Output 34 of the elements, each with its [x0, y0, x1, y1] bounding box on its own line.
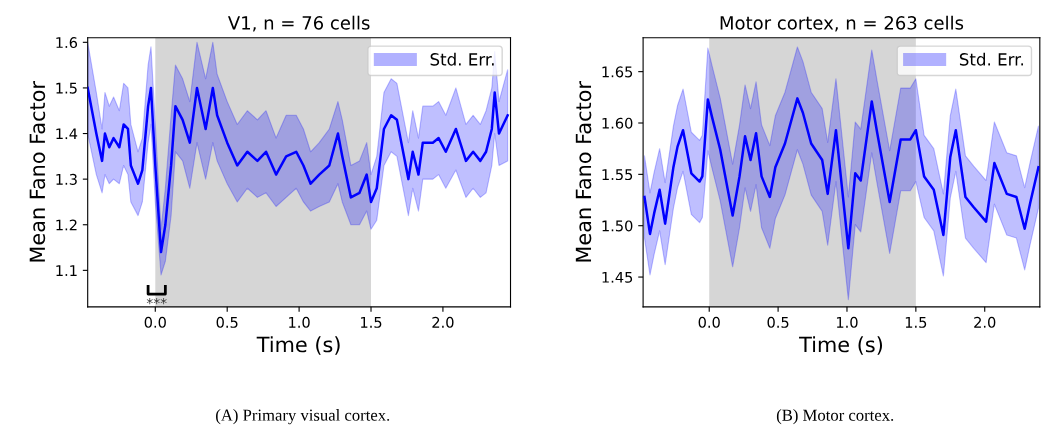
y-tick-label: 1.45 — [602, 271, 633, 283]
x-tick-label: 1.0 — [836, 316, 858, 328]
x-axis-title: Time (s) — [799, 336, 883, 355]
text: (A) Primary visual cortex. — [216, 409, 390, 425]
y-tick-label: 1.60 — [602, 117, 633, 129]
y-axis-title: Mean Fano Factor — [29, 81, 46, 262]
chart-title: Motor cortex, n = 263 cells — [720, 15, 964, 32]
y-tick-label: 1.2 — [56, 219, 77, 231]
x-tick-label: 2.0 — [974, 316, 996, 328]
y-tick-label: 1.55 — [602, 169, 633, 181]
chart-title: V1, n = 76 cells — [227, 15, 370, 32]
x-tick-label: 2.0 — [432, 316, 454, 328]
x-tick-label: 1.5 — [905, 317, 927, 328]
x-tick-label: 0.0 — [144, 316, 166, 328]
y-tick-label: 1.3 — [56, 173, 77, 185]
y-tick-label: 1.1 — [56, 265, 77, 276]
y-tick-label: 1.6 — [56, 37, 78, 49]
x-tick-label: 0.5 — [216, 316, 238, 328]
line-series — [643, 97, 1040, 250]
y-tick-label: 1.4 — [56, 128, 78, 140]
x-tick-label: 0.5 — [767, 316, 789, 328]
y-tick-label: 1.5 — [56, 82, 77, 94]
annotation: *** — [146, 297, 167, 305]
x-tick-label: 1.5 — [361, 317, 382, 328]
x-axis-title: Time (s) — [256, 336, 340, 355]
legend-label: Std. Err. — [430, 52, 494, 66]
legend-label: Std. Err. — [959, 52, 1024, 66]
y-axis-title: Mean Fano Factor — [575, 81, 592, 262]
x-tick-label: 0.0 — [698, 316, 720, 328]
line-series — [87, 86, 509, 254]
y-tick-label: 1.50 — [602, 220, 633, 232]
x-tick-label: 1.0 — [289, 316, 310, 328]
text: (B) Motor cortex. — [776, 409, 894, 425]
y-tick-label: 1.65 — [602, 66, 633, 78]
